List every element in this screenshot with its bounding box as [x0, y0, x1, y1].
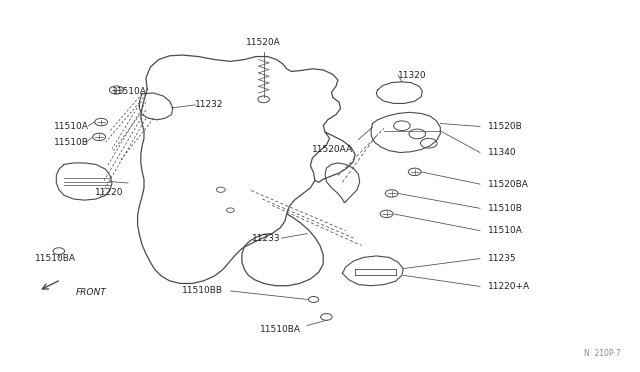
Text: FRONT: FRONT — [76, 288, 106, 296]
Text: 11320: 11320 — [398, 71, 427, 80]
Text: 11510A: 11510A — [488, 226, 522, 235]
Text: 11233: 11233 — [252, 234, 280, 243]
Text: 11520B: 11520B — [488, 122, 522, 131]
Text: 11510BA: 11510BA — [35, 254, 76, 263]
Text: N· 210P·7: N· 210P·7 — [584, 349, 621, 358]
Text: 11340: 11340 — [488, 148, 516, 157]
Text: 11232: 11232 — [195, 100, 224, 109]
Text: 11510BA: 11510BA — [260, 325, 301, 334]
Text: 11510A: 11510A — [112, 87, 147, 96]
Text: 11220: 11220 — [95, 188, 124, 197]
Text: 11235: 11235 — [488, 254, 516, 263]
Text: 11520BA: 11520BA — [488, 180, 529, 189]
Text: 11510A: 11510A — [54, 122, 89, 131]
Text: 11520AA: 11520AA — [312, 145, 353, 154]
Text: 11220+A: 11220+A — [488, 282, 530, 291]
Text: 11510B: 11510B — [488, 204, 522, 213]
Text: 11510B: 11510B — [54, 138, 89, 147]
Text: 11510BB: 11510BB — [182, 286, 223, 295]
Text: 11520A: 11520A — [246, 38, 281, 47]
